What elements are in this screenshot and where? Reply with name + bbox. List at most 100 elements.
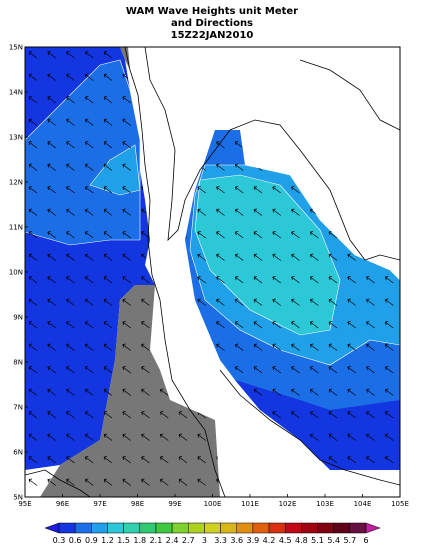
arrow	[103, 411, 113, 419]
arrow	[366, 343, 375, 351]
arrow	[103, 298, 113, 306]
y-tick-label: 7N	[13, 404, 23, 412]
arrow	[103, 118, 113, 126]
arrow	[309, 298, 319, 306]
arrow	[347, 321, 356, 329]
axes: 95E 96E 97E 98E 99E 100E 101E 102E 103E 104E 105E 5…	[9, 44, 409, 509]
arrow	[159, 433, 169, 441]
arrow	[272, 388, 281, 396]
coastline	[25, 469, 91, 497]
arrow	[47, 163, 56, 171]
arrow	[159, 411, 169, 419]
arrow	[234, 321, 244, 329]
arrow	[291, 388, 300, 396]
arrow	[122, 478, 131, 486]
arrow	[141, 388, 150, 396]
x-tick-label: 98E	[131, 500, 144, 508]
arrow	[84, 433, 94, 441]
coastline	[299, 59, 400, 131]
arrow	[253, 321, 263, 329]
arrow	[141, 343, 150, 351]
arrow	[309, 366, 319, 374]
arrow	[28, 253, 38, 261]
arrow	[197, 478, 206, 486]
colorbar-label: 2.4	[166, 536, 179, 545]
arrow	[66, 321, 75, 329]
arrow	[178, 411, 188, 419]
colorbar-box	[284, 522, 302, 534]
arrow	[234, 366, 244, 374]
arrow	[178, 456, 188, 464]
arrow	[197, 456, 206, 464]
arrow	[234, 276, 244, 284]
arrow	[328, 366, 338, 374]
arrow	[309, 433, 319, 441]
arrow	[47, 73, 56, 81]
colorbar-end	[365, 522, 381, 534]
arrow	[272, 411, 281, 419]
title-line: and Directions	[171, 18, 253, 29]
x-tick-label: 102E	[279, 500, 297, 508]
arrow	[84, 73, 94, 81]
arrow	[84, 141, 94, 149]
coastlines	[25, 47, 400, 497]
arrow	[84, 411, 94, 419]
arrow	[291, 298, 300, 306]
arrow	[328, 276, 338, 284]
colorbar-label: 4.5	[279, 536, 292, 545]
arrow	[122, 163, 131, 171]
arrow	[291, 186, 300, 194]
arrow	[84, 118, 94, 126]
arrow	[84, 163, 94, 171]
arrow	[309, 343, 319, 351]
arrow	[28, 163, 38, 171]
arrow	[28, 411, 38, 419]
arrow	[47, 141, 56, 149]
arrow	[122, 186, 131, 194]
arrow	[103, 321, 113, 329]
arrow	[366, 456, 375, 464]
coastline	[219, 369, 400, 486]
arrow	[178, 433, 188, 441]
arrow	[309, 253, 319, 261]
arrow	[141, 298, 150, 306]
arrow	[216, 163, 225, 171]
arrow	[216, 321, 225, 329]
arrow	[66, 433, 75, 441]
arrow	[347, 411, 356, 419]
arrow	[122, 433, 131, 441]
arrow	[178, 478, 188, 486]
arrow	[253, 298, 263, 306]
arrow	[272, 298, 281, 306]
arrow	[234, 253, 244, 261]
arrow	[216, 141, 225, 149]
arrow	[234, 298, 244, 306]
arrow	[122, 411, 131, 419]
arrow	[47, 253, 56, 261]
arrow	[197, 186, 206, 194]
arrow	[253, 276, 263, 284]
arrow	[366, 321, 375, 329]
arrow	[253, 366, 263, 374]
arrow	[216, 231, 225, 239]
arrow	[141, 456, 150, 464]
arrow	[197, 208, 206, 216]
arrow	[84, 343, 94, 351]
colorbar-label: 3	[202, 536, 207, 545]
arrow	[272, 186, 281, 194]
arrow	[291, 343, 300, 351]
y-tick-label: 12N	[9, 179, 23, 187]
x-tick-label: 99E	[168, 500, 181, 508]
arrow	[216, 186, 225, 194]
arrow	[103, 433, 113, 441]
arrow	[309, 231, 319, 239]
arrow	[328, 411, 338, 419]
x-tick-label: 97E	[93, 500, 106, 508]
arrow	[291, 208, 300, 216]
arrow	[103, 208, 113, 216]
arrow	[28, 73, 38, 81]
arrow	[347, 456, 356, 464]
arrow	[122, 366, 131, 374]
arrow	[28, 208, 38, 216]
arrow	[47, 298, 56, 306]
